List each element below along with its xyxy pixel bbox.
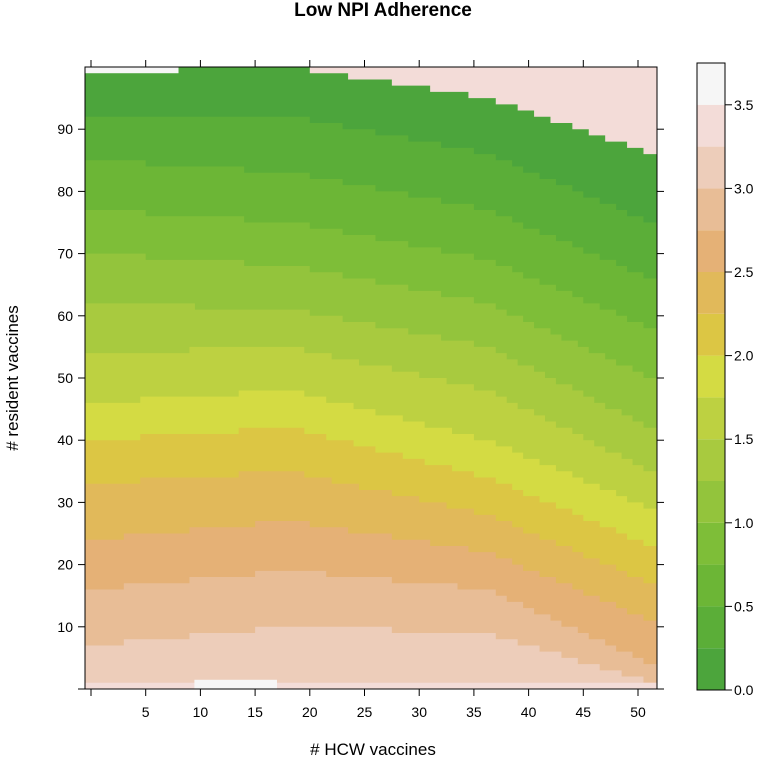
colorbar-tick-label: 3.0: [734, 180, 754, 196]
colorbar-tick-label: 1.5: [734, 431, 754, 447]
colorbar: [697, 63, 725, 690]
y-tick-label: 10: [57, 619, 73, 635]
x-tick-label: 30: [411, 704, 427, 720]
colorbar-swatch: [697, 104, 725, 147]
x-tick-label: 45: [576, 704, 592, 720]
colorbar-tick-label: 1.0: [734, 515, 754, 531]
y-tick-label: 30: [57, 494, 73, 510]
x-axis: 5 10 15 20 25 30 35 40 45 50: [90, 60, 646, 720]
colorbar-swatch: [697, 397, 725, 440]
x-tick-label: 10: [193, 704, 209, 720]
x-tick-label: 50: [630, 704, 646, 720]
colorbar-tick-label: 0.5: [734, 598, 754, 614]
colorbar-swatch: [697, 481, 725, 523]
y-tick-label: 60: [57, 308, 73, 324]
x-tick-label: 40: [521, 704, 537, 720]
x-tick-label: 15: [247, 704, 263, 720]
colorbar-tick-label: 3.5: [734, 97, 754, 113]
colorbar-swatch: [697, 606, 725, 649]
colorbar-swatch: [697, 522, 725, 565]
y-tick-label: 80: [57, 183, 73, 199]
chart-title: Low NPI Adherence: [294, 0, 472, 21]
colorbar-swatch: [697, 439, 725, 481]
colorbar-tick-label: 2.5: [734, 264, 754, 280]
colorbar-axis: 0.0 0.5 1.0 1.5 2.0 2.5 3.0 3.5: [725, 97, 754, 698]
x-axis-label: # HCW vaccines: [310, 740, 436, 759]
y-tick-label: 20: [57, 557, 73, 573]
heatmap-peak: [85, 67, 179, 74]
colorbar-swatch: [697, 230, 725, 272]
colorbar-swatch: [697, 564, 725, 607]
colorbar-swatch: [697, 355, 725, 398]
colorbar-swatch: [697, 313, 725, 356]
plot-area: [85, 67, 657, 689]
y-axis-label: # resident vaccines: [3, 305, 22, 451]
x-tick-label: 5: [142, 704, 150, 720]
x-tick-label: 25: [357, 704, 373, 720]
colorbar-swatch: [697, 648, 725, 690]
colorbar-tick-label: 0.0: [734, 682, 754, 698]
heatmap-band: [85, 626, 657, 689]
colorbar-swatch: [697, 272, 725, 314]
colorbar-swatch: [697, 63, 725, 105]
x-tick-label: 20: [302, 704, 318, 720]
colorbar-tick-label: 2.0: [734, 348, 754, 364]
colorbar-frame: [696, 62, 726, 691]
heatmap-peak: [194, 679, 277, 689]
y-tick-label: 70: [57, 246, 73, 262]
colorbar-swatch: [697, 146, 725, 189]
x-tick-label: 35: [466, 704, 482, 720]
y-axis: 10 20 30 40 50 60 70 80 90: [57, 121, 664, 690]
y-tick-label: 50: [57, 370, 73, 386]
y-tick-label: 40: [57, 432, 73, 448]
colorbar-swatch: [697, 188, 725, 231]
y-tick-label: 90: [57, 121, 73, 137]
